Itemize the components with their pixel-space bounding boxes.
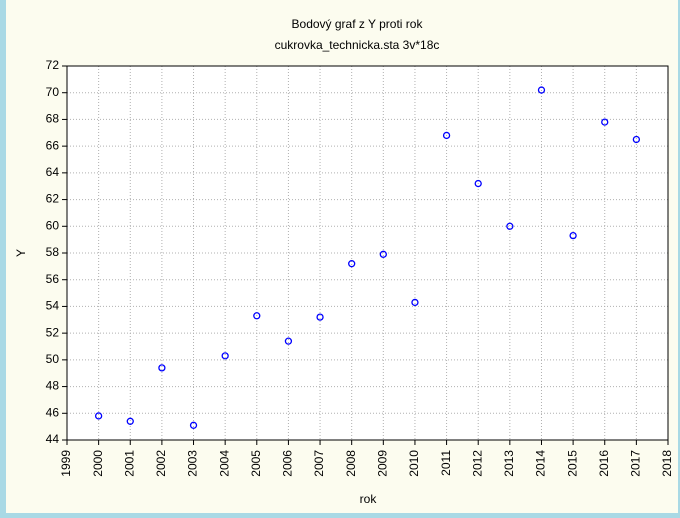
plot-frame [66, 65, 669, 441]
y-tick-label: 46 [46, 405, 60, 419]
y-tick-label: 62 [46, 192, 60, 206]
point [474, 179, 482, 188]
x-tick-label: 2002 [154, 450, 168, 477]
x-tick-label: 2001 [122, 450, 136, 477]
x-tick-label: 2018 [660, 450, 674, 477]
y-tick-label: 50 [46, 352, 60, 366]
y-tick-label: 52 [46, 325, 60, 339]
point [158, 364, 166, 372]
y-tick-label: 54 [46, 299, 60, 313]
point [221, 352, 229, 360]
x-tick-label: 2014 [534, 450, 548, 477]
point [379, 250, 387, 258]
point [94, 412, 103, 420]
x-tick-label: 2015 [565, 450, 579, 477]
x-tick-label: 1999 [59, 450, 73, 477]
x-tick-label: 2008 [344, 450, 358, 477]
point [442, 131, 451, 140]
point [253, 312, 261, 320]
point [537, 86, 546, 94]
x-tick-label: 2012 [470, 450, 484, 477]
y-tick-label: 44 [46, 432, 60, 446]
y-tick-label: 72 [46, 58, 60, 72]
point [189, 421, 198, 429]
y-tick-label: 48 [46, 379, 60, 393]
x-tick-label: 2013 [502, 450, 516, 477]
x-tick-label: 2006 [281, 450, 295, 477]
x-tick-label: 2005 [249, 450, 263, 477]
point [126, 417, 134, 425]
point [348, 260, 356, 268]
point [632, 135, 641, 144]
y-tick-label: 70 [46, 85, 60, 99]
y-tick-label: 68 [46, 112, 60, 126]
x-axis-label: rok [360, 492, 378, 506]
x-tick-label: 2004 [217, 450, 231, 477]
x-tick-label: 2017 [629, 450, 643, 477]
point [284, 337, 293, 345]
chart-subtitle: cukrovka_technicka.sta 3v*18c [275, 38, 440, 52]
point [411, 298, 419, 307]
x-tick-label: 2009 [375, 450, 389, 477]
x-tick-label: 2010 [407, 450, 421, 477]
y-tick-label: 56 [46, 272, 60, 286]
point [506, 222, 514, 230]
y-tick-label: 64 [46, 165, 60, 179]
y-tick-label: 66 [46, 138, 60, 152]
chart-title: Bodový graf z Y proti rok [292, 17, 424, 31]
x-tick-label: 2003 [186, 450, 200, 477]
point [569, 231, 577, 240]
y-tick-label: 60 [46, 218, 60, 232]
x-tick-label: 2000 [91, 450, 105, 477]
point [316, 313, 324, 321]
x-tick-label: 2011 [439, 450, 453, 476]
x-tick-label: 2016 [597, 450, 611, 477]
point [601, 118, 609, 126]
x-tick-label: 2007 [312, 450, 326, 477]
y-tick-label: 58 [46, 245, 60, 259]
y-axis-label: Y [14, 249, 28, 257]
